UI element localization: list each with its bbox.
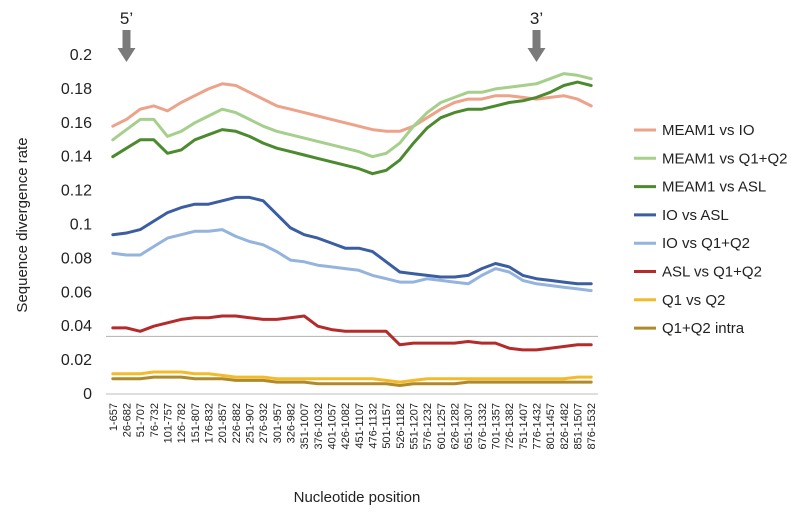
x-tick-label: 326-982 [286, 403, 298, 443]
series-line [111, 314, 593, 352]
series-line [111, 72, 593, 159]
position-markers: 5’ 3’ [117, 9, 546, 62]
x-tick-label: 626-1282 [450, 403, 462, 450]
x-tick-label: 351-1007 [299, 403, 311, 450]
x-tick-label: 376-1032 [313, 403, 325, 450]
y-tick-label: 0.14 [61, 149, 92, 166]
y-tick-label: 0.1 [70, 217, 92, 234]
y-tick-label: 0.16 [61, 115, 92, 132]
x-tick-label: 851-1507 [573, 403, 585, 450]
y-tick-label: 0.06 [61, 284, 92, 301]
x-tick-label: 401-1057 [327, 403, 339, 450]
legend-label: MEAM1 vs IO [662, 122, 755, 139]
x-tick-label: 526-1182 [395, 403, 407, 449]
x-tick-label: 501-1157 [381, 403, 393, 449]
y-tick-label: 0 [83, 386, 92, 403]
legend-label: IO vs Q1+Q2 [662, 235, 750, 252]
series-line [111, 370, 593, 384]
x-tick-label: 276-932 [258, 403, 270, 443]
x-tick-label: 301-957 [272, 403, 284, 443]
x-tick-label: 76-732 [149, 403, 161, 437]
series-line [111, 195, 593, 286]
x-tick-label: 151-807 [190, 403, 202, 443]
y-tick-label: 0.12 [61, 183, 92, 200]
series-line [111, 82, 593, 133]
x-tick-label: 826-1482 [559, 403, 571, 450]
y-axis-ticks: 0 0.02 0.04 0.06 0.08 0.1 0.12 0.14 0.16 0.18 0.2 [61, 47, 92, 403]
y-tick-label: 0.2 [70, 47, 92, 64]
x-tick-label: 226-882 [231, 403, 243, 443]
x-tick-label: 201-857 [217, 403, 229, 443]
down-arrow-icon [527, 30, 546, 62]
x-axis-ticks: 1-657 26-682 51-707 76-732 101-757 126-782 151… [108, 403, 598, 450]
x-tick-label: 676-1332 [477, 403, 489, 450]
x-tick-label: 751-1407 [518, 403, 530, 450]
y-tick-label: 0.02 [61, 352, 92, 369]
x-tick-label: 776-1432 [532, 403, 544, 450]
x-tick-label: 251-907 [245, 403, 257, 443]
x-tick-label: 876-1532 [586, 403, 598, 450]
y-axis-title: Sequence divergence rate [14, 137, 31, 312]
series-line [111, 375, 593, 387]
marker-label: 3’ [530, 9, 543, 28]
y-tick-label: 0.04 [61, 318, 92, 335]
x-tick-label: 176-832 [204, 403, 216, 443]
x-tick-label: 651-1307 [463, 403, 475, 450]
series-lines [111, 72, 593, 387]
x-axis-title: Nucleotide position [294, 489, 421, 506]
series-line [111, 228, 593, 293]
x-tick-label: 451-1107 [354, 403, 366, 449]
legend-label: Q1 vs Q2 [662, 292, 725, 309]
series-line [111, 80, 593, 176]
down-arrow-icon [117, 30, 136, 62]
legend: MEAM1 vs IO MEAM1 vs Q1+Q2 MEAM1 vs ASL IO … [634, 122, 787, 337]
x-tick-label: 551-1207 [409, 403, 421, 450]
x-tick-label: 601-1257 [436, 403, 448, 450]
x-tick-label: 426-1082 [340, 403, 352, 450]
x-tick-label: 801-1457 [545, 403, 557, 450]
x-tick-label: 476-1132 [368, 403, 380, 449]
x-tick-label: 701-1357 [491, 403, 503, 450]
legend-label: MEAM1 vs Q1+Q2 [662, 150, 787, 167]
legend-label: MEAM1 vs ASL [662, 179, 766, 196]
legend-label: Q1+Q2 intra [662, 320, 745, 337]
x-tick-label: 26-682 [122, 403, 134, 437]
marker-label: 5’ [120, 9, 133, 28]
legend-label: IO vs ASL [662, 207, 729, 224]
legend-label: ASL vs Q1+Q2 [662, 264, 762, 281]
x-tick-label: 726-1382 [504, 403, 516, 450]
y-tick-label: 0.08 [61, 250, 92, 267]
x-tick-label: 51-707 [135, 403, 147, 437]
x-tick-label: 1-657 [108, 403, 120, 431]
x-tick-label: 101-757 [163, 403, 175, 443]
x-tick-label: 576-1232 [422, 403, 434, 450]
x-tick-label: 126-782 [176, 403, 188, 443]
y-tick-label: 0.18 [61, 81, 92, 98]
